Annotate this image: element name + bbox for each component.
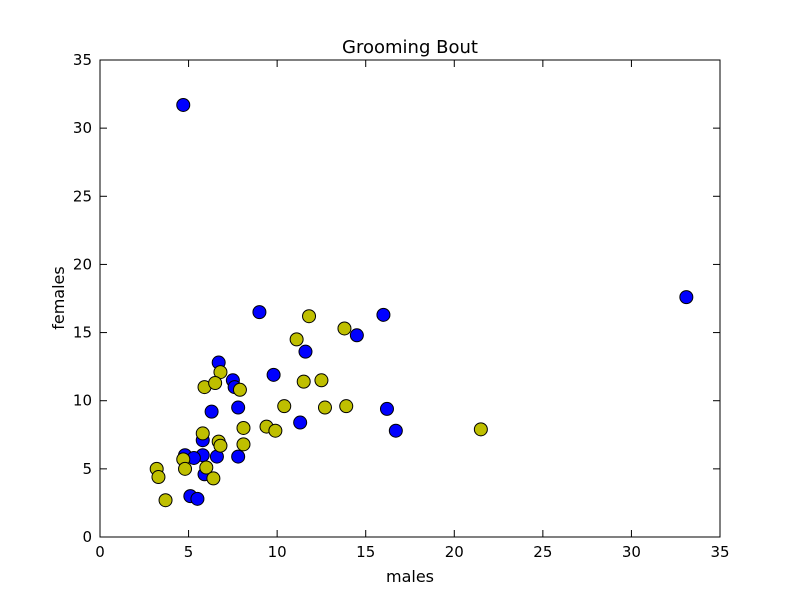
chart-title: Grooming Bout — [342, 37, 478, 58]
plot-area — [100, 60, 720, 537]
data-point-series-1 — [176, 97, 191, 112]
x-axis-label: males — [386, 567, 434, 586]
y-tick-label: 35 — [73, 51, 92, 69]
data-point-series-2 — [151, 470, 166, 485]
data-point-series-2 — [236, 420, 251, 435]
x-tick-label: 20 — [445, 543, 464, 561]
data-point-series-1 — [266, 367, 281, 382]
data-point-series-2 — [199, 460, 214, 475]
y-tick-label: 0 — [82, 528, 92, 546]
x-tick-label: 25 — [533, 543, 552, 561]
x-tick-label: 35 — [710, 543, 729, 561]
data-point-series-2 — [268, 423, 283, 438]
x-tick-label: 10 — [268, 543, 287, 561]
data-point-series-1 — [204, 404, 219, 419]
y-tick-label: 5 — [82, 460, 92, 478]
x-tick-label: 30 — [622, 543, 641, 561]
data-point-series-2 — [302, 309, 317, 324]
y-tick-label: 30 — [73, 119, 92, 137]
data-point-series-2 — [178, 461, 193, 476]
data-point-series-1 — [388, 423, 403, 438]
y-tick-label: 10 — [73, 392, 92, 410]
data-point-series-2 — [339, 399, 354, 414]
data-point-series-1 — [252, 305, 267, 320]
y-tick-label: 20 — [73, 255, 92, 273]
data-point-series-2 — [314, 373, 329, 388]
plot-frame — [99, 59, 721, 538]
data-point-series-1 — [376, 307, 391, 322]
y-tick-label: 15 — [73, 324, 92, 342]
x-tick-label: 5 — [184, 543, 194, 561]
data-point-series-2 — [206, 471, 221, 486]
data-points — [149, 97, 694, 508]
data-point-series-1 — [349, 328, 364, 343]
data-point-series-2 — [232, 382, 247, 397]
data-point-series-1 — [231, 449, 246, 464]
data-point-series-2 — [277, 399, 292, 414]
data-point-series-1 — [379, 401, 394, 416]
data-point-series-2 — [317, 400, 332, 415]
data-point-series-2 — [289, 332, 304, 347]
data-point-series-1 — [190, 491, 205, 506]
data-point-series-2 — [473, 422, 488, 437]
data-point-series-2 — [208, 375, 223, 390]
axis-ticks: 0 5 10 15 20 25 30 35 0 5 10 15 20 25 30 35 — [73, 51, 730, 561]
data-point-series-1 — [231, 400, 246, 415]
data-point-series-2 — [195, 426, 210, 441]
x-tick-label: 0 — [95, 543, 105, 561]
data-point-series-1 — [293, 415, 308, 430]
data-point-series-2 — [296, 374, 311, 389]
data-point-series-1 — [298, 344, 313, 359]
y-tick-label: 25 — [73, 187, 92, 205]
data-point-series-1 — [679, 290, 694, 305]
data-point-series-2 — [213, 438, 228, 453]
data-point-series-2 — [236, 437, 251, 452]
y-axis-label: females — [49, 266, 68, 330]
data-point-series-2 — [337, 321, 352, 336]
x-tick-label: 15 — [356, 543, 375, 561]
data-point-series-2 — [158, 493, 173, 508]
